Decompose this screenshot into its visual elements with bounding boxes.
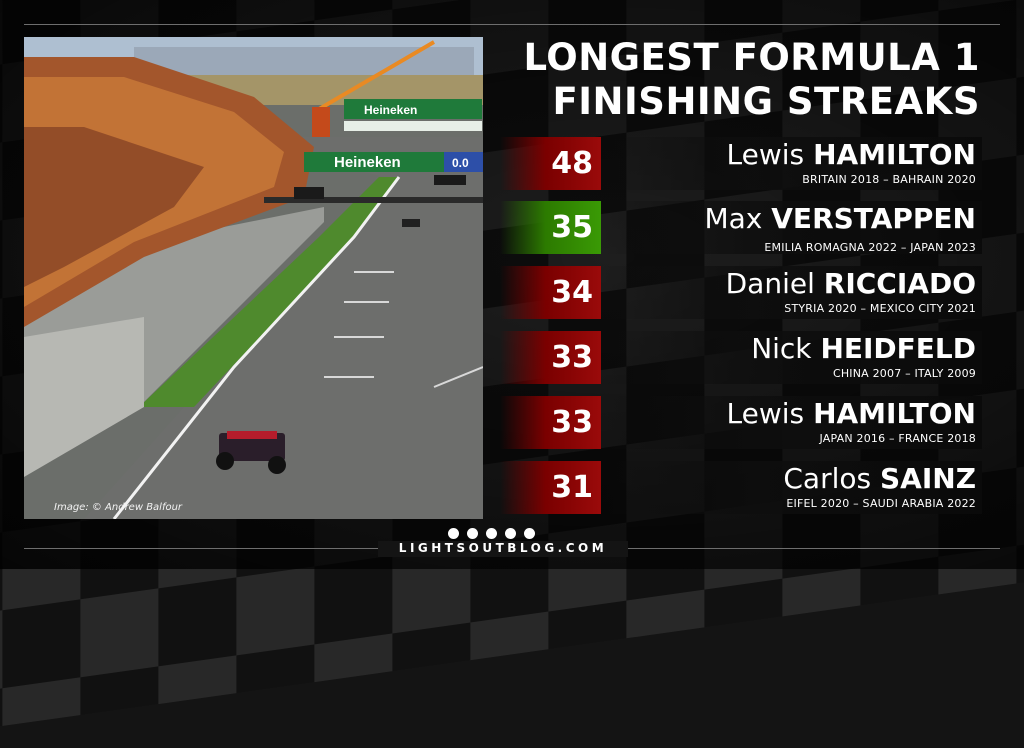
driver-first-name: Nick [751,332,812,365]
driver-box: Nick HEIDFELD CHINA 2007 – ITALY 2009 [602,331,982,384]
driver-box: Max VERSTAPPEN EMILIA ROMAGNA 2022 – JAP… [602,201,982,254]
dot-icon [448,528,459,539]
driver-name: Lewis HAMILTON [727,398,976,430]
driver-name: Lewis HAMILTON [727,139,976,171]
driver-surname: VERSTAPPEN [771,202,976,235]
streak-count: 35 [500,201,601,254]
driver-surname: RICCIADO [823,267,976,300]
driver-name: Daniel RICCIADO [726,268,976,300]
photo-credit: Image: © Andrew Balfour [54,502,183,513]
dot-icon [505,528,516,539]
driver-name: Nick HEIDFELD [751,333,976,365]
driver-box: Lewis HAMILTON BRITAIN 2018 – BAHRAIN 20… [602,137,982,190]
streak-span: STYRIA 2020 – MEXICO CITY 2021 [784,302,976,315]
streak-span: JAPAN 2016 – FRANCE 2018 [819,432,976,445]
race-photo: Heineken Heineken 0.0 Image: © Andrew Ba… [24,37,483,519]
race-track-illustration: Heineken Heineken 0.0 [24,37,483,519]
site-url: LIGHTSOUTBLOG.COM [378,541,628,557]
streak-row-3: 34 Daniel RICCIADO STYRIA 2020 – MEXICO … [500,266,982,321]
driver-name: Carlos SAINZ [783,463,976,495]
streak-span: EIFEL 2020 – SAUDI ARABIA 2022 [786,497,976,510]
streak-row-2: 35 Max VERSTAPPEN EMILIA ROMAGNA 2022 – … [500,201,982,256]
driver-first-name: Lewis [726,138,805,171]
streak-count: 48 [500,137,601,190]
banner-main-suffix: 0.0 [452,156,469,170]
driver-first-name: Max [704,202,763,235]
banner-top-text: Heineken [364,103,417,117]
streak-count: 34 [500,266,601,319]
streak-row-4: 33 Nick HEIDFELD CHINA 2007 – ITALY 2009 [500,331,982,386]
driver-first-name: Lewis [726,397,805,430]
streak-span: EMILIA ROMAGNA 2022 – JAPAN 2023 [764,241,976,254]
streak-count: 33 [500,331,601,384]
streak-span: BRITAIN 2018 – BAHRAIN 2020 [802,173,976,186]
streak-row-5: 33 Lewis HAMILTON JAPAN 2016 – FRANCE 20… [500,396,982,451]
title-line-1: LONGEST FORMULA 1 [523,36,980,79]
driver-name: Max VERSTAPPEN [704,203,976,235]
dot-icon [486,528,497,539]
driver-first-name: Carlos [783,462,872,495]
streak-span: CHINA 2007 – ITALY 2009 [832,367,976,380]
streak-count: 31 [500,461,601,514]
driver-box: Daniel RICCIADO STYRIA 2020 – MEXICO CIT… [602,266,982,319]
banner-main-text: Heineken [334,154,401,171]
streak-row-1: 48 Lewis HAMILTON BRITAIN 2018 – BAHRAIN… [500,137,982,192]
dot-icon [524,528,535,539]
streak-row-6: 31 Carlos SAINZ EIFEL 2020 – SAUDI ARABI… [500,461,982,516]
driver-box: Lewis HAMILTON JAPAN 2016 – FRANCE 2018 [602,396,982,449]
pagination-dots [448,528,535,539]
page-title: LONGEST FORMULA 1 FINISHING STREAKS [460,36,980,124]
driver-surname: HEIDFELD [820,332,976,365]
streak-count: 33 [500,396,601,449]
driver-surname: SAINZ [880,462,976,495]
driver-surname: HAMILTON [813,397,976,430]
driver-first-name: Daniel [725,267,815,300]
driver-box: Carlos SAINZ EIFEL 2020 – SAUDI ARABIA 2… [602,461,982,514]
driver-surname: HAMILTON [813,138,976,171]
top-divider [24,24,1000,25]
dot-icon [467,528,478,539]
title-line-2: FINISHING STREAKS [552,80,980,123]
